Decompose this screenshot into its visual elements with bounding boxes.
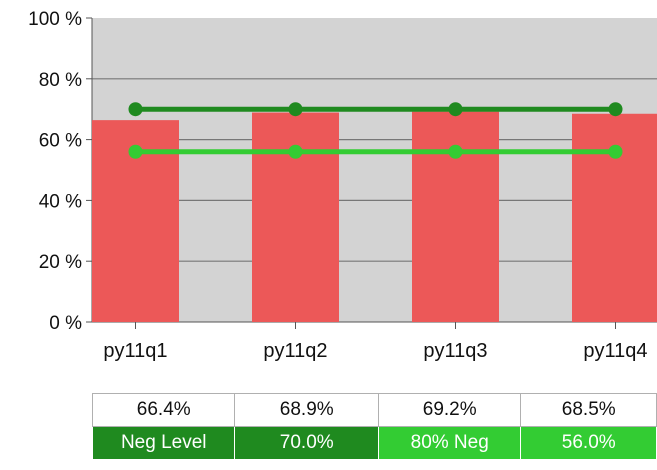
legend-row: Neg Level 70.0% 80% Neg 56.0% [91,426,657,460]
value-cell: 66.4% [91,393,236,427]
reference-point [128,144,143,159]
reference-point [608,144,623,159]
y-tick-label: 0 % [49,313,82,334]
data-table: 66.4% 68.9% 69.2% 68.5% Neg Level 70.0% … [91,393,657,460]
y-tick-label: 20 % [39,252,82,273]
y-axis-ticks: 0 % 20 % 40 % 60 % 80 % 100 % [28,9,92,334]
legend-neg-level-value: 70.0% [234,426,379,460]
value-cell: 68.9% [234,393,379,427]
bar-py11q2 [252,112,339,322]
reference-lines [128,102,623,159]
legend-80-neg-value: 56.0% [520,426,657,460]
y-tick-label: 60 % [39,131,82,152]
reference-point [608,102,623,117]
chart: 0 %20 %40 %60 %80 %100 % py11q1 py11q2 py1… [28,9,657,362]
y-tick-label: 40 % [39,191,82,212]
x-axis-ticks: py11q1 py11q2 py11q3 py11q4 [103,322,648,362]
y-tick-label: 80 % [39,70,82,91]
reference-point [128,102,143,117]
value-cell: 68.5% [520,393,657,427]
reference-point [448,102,463,117]
reference-point [288,144,303,159]
bar-py11q3 [412,111,499,323]
legend-neg-level-label: Neg Level [91,426,236,460]
plot-background [92,18,657,322]
x-tick-label: py11q2 [263,340,327,362]
x-tick-label: py11q4 [583,340,647,362]
x-tick-label: py11q3 [423,340,487,362]
x-tick-label: py11q1 [103,340,167,362]
legend-80-neg-label: 80% Neg [377,426,522,460]
value-row: 66.4% 68.9% 69.2% 68.5% [91,393,657,427]
reference-point [448,144,463,159]
reference-point [288,102,303,117]
y-tick-label: 100 % [28,9,82,30]
gridlines [91,18,657,323]
value-cell: 69.2% [377,393,522,427]
